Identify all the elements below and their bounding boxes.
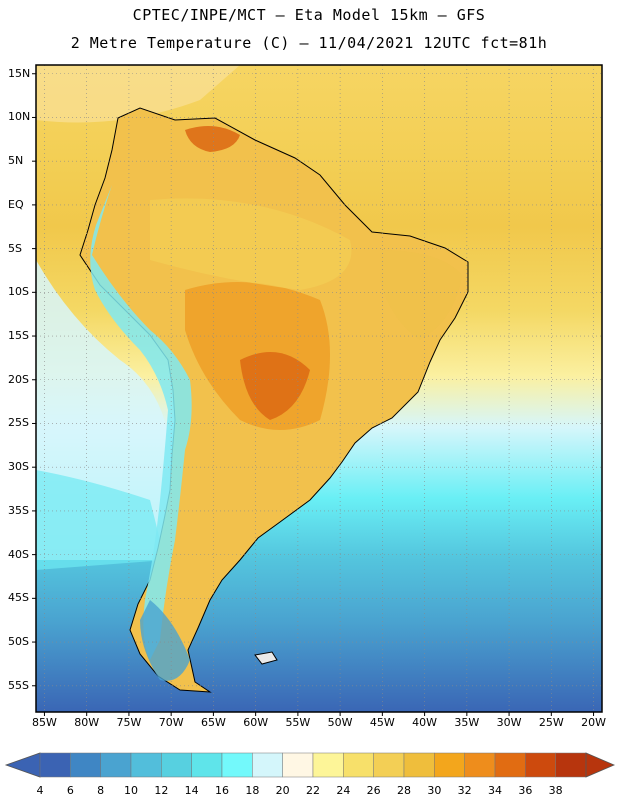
longitude-label: 50W (327, 716, 353, 729)
longitude-label: 45W (369, 716, 395, 729)
latitude-label: 55S (8, 678, 29, 692)
latitude-label: 15S (8, 329, 29, 343)
colorbar-swatch (343, 752, 374, 778)
colorbar-swatch (221, 752, 253, 778)
axis-ticks (32, 73, 595, 716)
colorbar-swatch (161, 752, 192, 778)
latitude-label: EQ (8, 197, 24, 211)
longitude-label: 40W (412, 716, 438, 729)
latitude-label: 30S (8, 460, 29, 474)
colorbar-label: 18 (245, 784, 260, 797)
falkland-islands (254, 651, 278, 665)
chart-subtitle: 2 Metre Temperature (C) – 11/04/2021 12U… (70, 34, 548, 52)
colorbar-label: 30 (427, 784, 442, 797)
colorbar-label: 20 (275, 784, 290, 797)
colorbar-swatch (312, 752, 344, 778)
colorbar-swatch (464, 752, 496, 778)
colorbar-label: 8 (97, 784, 105, 797)
chart-title: CPTEC/INPE/MCT – Eta Model 15km – GFS (132, 6, 486, 24)
colorbar-swatch (130, 752, 162, 778)
colorbar-label: 4 (36, 784, 44, 797)
colorbar-label: 10 (124, 784, 138, 797)
colorbar-label: 34 (488, 784, 502, 797)
amazon-zone (150, 198, 352, 290)
latitude-label: 10S (8, 285, 29, 299)
colorbar-label: 24 (336, 784, 351, 797)
longitude-label: 35W (454, 716, 480, 729)
latitude-label: 40S (8, 547, 29, 561)
colorbar-swatch (100, 752, 132, 778)
latitude-label: 5S (8, 241, 22, 255)
colorbar-label: 6 (66, 784, 74, 797)
colorbar (4, 752, 616, 778)
longitude-label: 30W (496, 716, 522, 729)
colorbar-label: 12 (154, 784, 169, 797)
longitude-label: 70W (158, 716, 184, 729)
colorbar-swatch (191, 752, 223, 778)
longitude-label: 75W (116, 716, 142, 729)
pacific-cyan-zone (36, 470, 165, 570)
colorbar-label: 38 (548, 784, 563, 797)
colorbar-swatch (555, 752, 587, 778)
map-frame (35, 64, 603, 713)
andes-cold-zone (90, 185, 192, 660)
longitude-label: 65W (200, 716, 226, 729)
longitude-label: 20W (581, 716, 606, 729)
colorbar-swatch (494, 752, 526, 778)
colorbar-low-arrow (4, 752, 41, 778)
latitude-label: 20S (8, 372, 29, 386)
latitude-label: 25S (8, 416, 29, 430)
longitude-label: 55W (285, 716, 311, 729)
caribbean-light-zone (36, 65, 240, 123)
venezuela-hot-zone (185, 126, 240, 152)
colorbar-swatch (525, 752, 556, 778)
colorbar-label: 26 (366, 784, 381, 797)
colorbar-swatch (403, 752, 435, 778)
colorbar-swatch (282, 752, 314, 778)
colorbar-swatch (70, 752, 101, 778)
colorbar-label: 16 (215, 784, 229, 797)
colorbar-swatch (434, 752, 465, 778)
colorbar-label: 14 (184, 784, 199, 797)
latitude-label: 5N (8, 154, 24, 168)
colorbar-label: 32 (457, 784, 472, 797)
latitude-label: 50S (8, 635, 29, 649)
northeast-brazil-zone (380, 250, 462, 340)
hot-core-zone (240, 352, 310, 420)
colorbar-high-arrow (585, 752, 616, 778)
latitude-label: 35S (8, 503, 29, 517)
colorbar-swatch (252, 752, 283, 778)
longitude-label: 60W (243, 716, 269, 729)
colorbar-swatch (39, 752, 71, 778)
longitude-label: 80W (74, 716, 100, 729)
latitude-label: 45S (8, 591, 29, 605)
latitude-label: 15N (8, 66, 31, 80)
latitude-label: 10N (8, 110, 31, 124)
colorbar-swatch (373, 752, 405, 778)
patagonia-cool-zone (140, 600, 190, 681)
longitude-label: 85W (32, 716, 57, 729)
colorbar-label: 36 (518, 784, 533, 797)
longitude-label: 25W (538, 716, 564, 729)
colorbar-label: 22 (306, 784, 320, 797)
colorbar-label: 28 (397, 784, 411, 797)
